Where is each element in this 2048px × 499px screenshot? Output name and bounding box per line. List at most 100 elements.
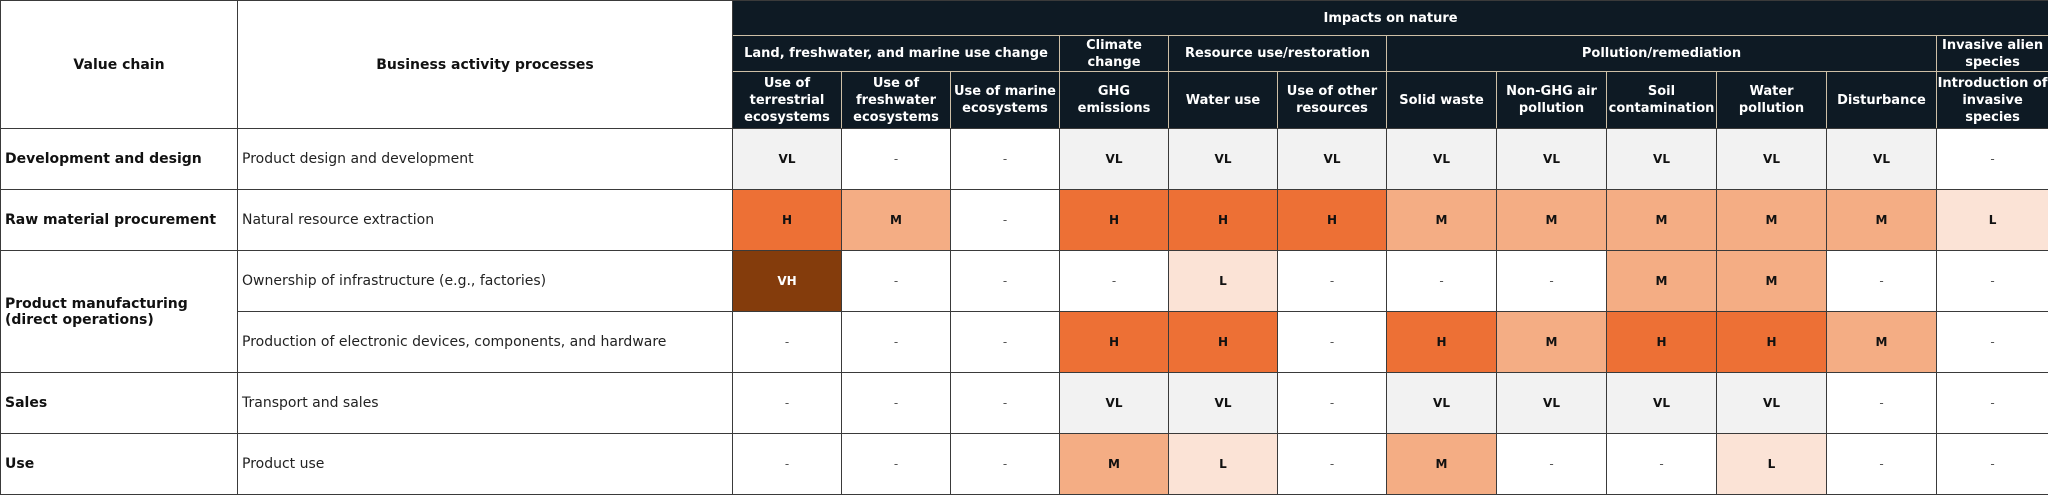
impact-cell: - [841, 250, 951, 312]
table-row: Product manufacturing (direct operations… [0, 250, 2048, 373]
impact-cell: - [1386, 250, 1497, 312]
value-chain-stage: Product manufacturing (direct operations… [0, 250, 238, 373]
impact-cell: - [1935, 250, 2048, 312]
col-header: Use of freshwater ecosystems [841, 71, 951, 129]
process-label: Product use [237, 433, 733, 495]
impact-cell: M [1496, 311, 1607, 373]
impact-cell: H [1606, 311, 1717, 373]
impact-cell: - [841, 311, 951, 373]
impact-cell: M [1606, 250, 1717, 312]
impact-cell: VL [1168, 128, 1278, 190]
impact-cell: L [1168, 433, 1278, 495]
col-header: Use of terrestrial ecosystems [732, 71, 842, 129]
impact-cell: - [950, 250, 1060, 312]
table-row: Development and design Product design an… [0, 128, 2048, 190]
impact-cell: - [1935, 128, 2048, 190]
impact-cell: - [950, 128, 1060, 190]
group-land-use: Land, freshwater, and marine use change [732, 35, 1060, 72]
impact-cell: - [1826, 433, 1937, 495]
table-row: Use Product use - - - M L - M - - L - - [0, 433, 2048, 495]
impact-cell: M [1826, 189, 1937, 251]
process-label: Product design and development [237, 128, 733, 190]
impact-cell: - [1496, 250, 1607, 312]
impact-cell: H [1168, 189, 1278, 251]
impact-cell: - [1935, 433, 2048, 495]
impact-cell: VL [1059, 128, 1169, 190]
impact-cell: H [1059, 189, 1169, 251]
impact-cell: - [841, 372, 951, 434]
impact-cell: H [732, 189, 842, 251]
impact-cell: L [1716, 433, 1827, 495]
col-header: Non-GHG air pollution [1496, 71, 1607, 129]
impact-cell: M [1059, 433, 1169, 495]
value-chain-stage: Development and design [0, 128, 238, 190]
impact-cell: M [1386, 433, 1497, 495]
col-header: Water use [1168, 71, 1278, 129]
impact-cell: M [1496, 189, 1607, 251]
impact-cell: H [1168, 311, 1278, 373]
impact-cell: - [1277, 311, 1387, 373]
group-climate-change: Climate change [1059, 35, 1169, 72]
impact-cell: VL [1606, 128, 1717, 190]
impact-cell: VL [1059, 372, 1169, 434]
impact-cell: VH [732, 250, 842, 312]
value-chain-stage: Raw material procurement [0, 189, 238, 251]
col-header: Use of marine ecosystems [950, 71, 1060, 129]
col-header: Use of other resources [1277, 71, 1387, 129]
col-header: GHG emissions [1059, 71, 1169, 129]
impact-cell: H [1386, 311, 1497, 373]
value-chain-header: Value chain [0, 0, 238, 129]
impact-cell: L [1168, 250, 1278, 312]
impact-cell: VL [1716, 372, 1827, 434]
impact-cell: - [950, 311, 1060, 373]
table-row: Sales Transport and sales - - - VL VL - … [0, 372, 2048, 434]
impact-cell: - [1606, 433, 1717, 495]
impact-cell: - [1277, 433, 1387, 495]
impact-cell: H [1716, 311, 1827, 373]
table-row: Production of electronic devices, compon… [1, 311, 2048, 373]
impact-cell: - [732, 311, 842, 373]
impact-cell: M [1716, 250, 1827, 312]
process-label: Natural resource extraction [237, 189, 733, 251]
impact-cell: - [1277, 250, 1387, 312]
process-label: Production of electronic devices, compon… [237, 311, 733, 373]
impact-cell: - [1277, 372, 1387, 434]
impact-cell: - [950, 189, 1060, 251]
impact-cell: H [1059, 311, 1169, 373]
impact-cell: - [1935, 311, 2048, 373]
impact-cell: - [841, 433, 951, 495]
group-invasive-species: Invasive alien species [1935, 35, 2048, 72]
impact-cell: - [950, 372, 1060, 434]
impact-cell: - [1826, 372, 1937, 434]
impact-cell: - [732, 433, 842, 495]
col-header: Disturbance [1826, 71, 1937, 129]
group-pollution: Pollution/remediation [1386, 35, 1937, 72]
impact-cell: H [1277, 189, 1387, 251]
impact-cell: - [841, 128, 951, 190]
impact-cell: VL [1386, 128, 1497, 190]
impact-cell: - [732, 372, 842, 434]
impact-cell: VL [1496, 372, 1607, 434]
impact-cell: VL [1826, 128, 1937, 190]
impact-cell: VL [1168, 372, 1278, 434]
impact-cell: M [1386, 189, 1497, 251]
process-label: Ownership of infrastructure (e.g., facto… [237, 250, 733, 312]
impact-cell: VL [1277, 128, 1387, 190]
col-header: Soil contamination [1606, 71, 1717, 129]
impact-cell: M [1606, 189, 1717, 251]
impacts-header: Impacts on nature [731, 0, 2048, 36]
impact-cell: M [1826, 311, 1937, 373]
business-activity-header: Business activity processes [237, 0, 733, 129]
impact-cell: VL [732, 128, 842, 190]
impact-cell: VL [1716, 128, 1827, 190]
process-label: Transport and sales [237, 372, 733, 434]
impact-cell: - [1059, 250, 1169, 312]
impact-cell: - [1496, 433, 1607, 495]
value-chain-stage: Sales [0, 372, 238, 434]
impact-cell: M [841, 189, 951, 251]
value-chain-stage: Use [0, 433, 238, 495]
impact-cell: VL [1386, 372, 1497, 434]
impact-cell: L [1935, 189, 2048, 251]
impact-cell: - [1935, 372, 2048, 434]
table-row: Raw material procurement Natural resourc… [0, 189, 2048, 251]
